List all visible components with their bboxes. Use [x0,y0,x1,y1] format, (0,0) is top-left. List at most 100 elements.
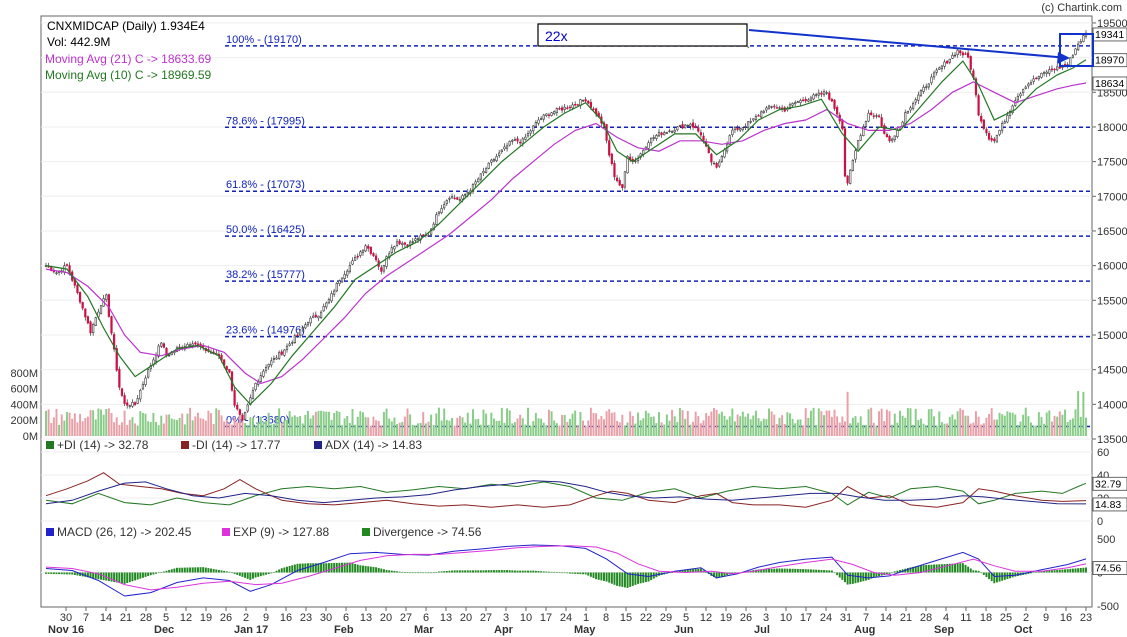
candle-body [524,136,527,140]
candle-body [660,132,663,135]
volume-bar [922,423,925,436]
candle-body [587,100,590,104]
price-marker-box [1092,76,1127,91]
x-month-label: Jul [754,624,770,636]
volume-bar [781,415,784,436]
volume-bar [974,411,977,436]
candle-body [338,280,341,284]
x-tick-label: 16 [1060,612,1072,624]
divergence-bar [705,572,708,573]
candle-body [888,136,891,142]
x-tick-label: 2 [1023,612,1029,624]
volume-bar [495,420,498,436]
volume-bar [610,412,613,436]
divergence-bar [377,567,380,573]
volume-bar [603,419,605,436]
volume-bar [773,414,776,436]
adx-legend: +DI (14) -> 32.78 -DI (14) -> 17.77 ADX … [46,438,422,452]
volume-bar [178,417,181,436]
divergence-bar [726,572,729,576]
x-tick-label: 10 [780,612,792,624]
candle-body [1071,55,1075,58]
volume-bar [317,411,320,436]
volume-bar [804,408,807,436]
candle-body [427,235,430,237]
candle-body [154,354,158,362]
volume-bar [424,423,427,436]
volume-bar [665,414,668,436]
divergence-bar [770,568,773,573]
divergence-bar [534,570,537,573]
volume-bar [574,410,577,436]
volume-bar [770,411,773,436]
candle-body [484,168,488,173]
candle-body [330,293,333,302]
candle-body [951,55,954,59]
candle-body [618,180,621,186]
volume-bar [1048,410,1051,436]
divergence-bar [217,569,220,573]
volume-bar [673,416,676,436]
volume-bar [100,409,102,436]
divergence-bar [576,572,579,574]
candle-body [395,241,399,246]
volume-bar [369,425,372,436]
divergence-bar [283,567,286,573]
candle-body [443,204,446,209]
divergence-bar [990,572,993,582]
volume-bar [346,416,349,436]
divergence-bar [896,570,899,573]
x-tick-label: 23 [300,612,312,624]
volume-bar [527,407,529,436]
divergence-bar [348,562,351,573]
divergence-bar [155,572,158,574]
annotation-box[interactable] [537,23,748,47]
candle-body [563,106,566,110]
volume-bar [487,425,490,436]
divergence-bar [299,563,302,573]
x-tick-label: 11 [960,612,971,624]
volume-bar [333,412,336,436]
candle-body [867,112,870,122]
highlight-box[interactable] [1059,33,1094,67]
divergence-bar [925,564,928,573]
x-tick-label: 30 [320,612,332,624]
divergence-bar [1001,572,1004,581]
candle-body [1035,77,1038,80]
divergence-bar [917,565,920,573]
volume-bar [63,420,66,436]
volume-bar [990,408,993,436]
volume-bar [684,418,687,436]
candle-body [390,247,393,253]
divergence-bar [830,570,833,573]
volume-bar [650,416,653,436]
volume-bar [563,414,566,436]
candle-body [851,160,854,171]
candle-body [728,135,731,145]
candle-body [309,317,312,324]
divergence-bar [76,572,79,576]
volume-bar [134,423,137,436]
candle-body [634,160,637,163]
candle-body [364,245,367,252]
volume-bar [217,409,220,436]
volume-bar [938,411,941,436]
volume-bar [1066,421,1069,436]
divergence-bar [927,564,930,573]
volume-bar [118,425,121,436]
divergence-bar [309,563,312,573]
volume-bar [401,421,404,436]
volume-bar [482,409,485,436]
volume-bar [880,408,883,436]
volume-bar [825,410,828,436]
divergence-bar [196,567,199,573]
divergence-bar [134,572,137,581]
divergence-bar [131,572,134,582]
volume-bar [702,420,705,436]
divergence-bar [542,571,545,573]
annotation-group: 22x [537,23,1094,67]
volume-bar [1050,421,1053,436]
divergence-bar [464,570,467,573]
volume-bar [68,412,71,436]
